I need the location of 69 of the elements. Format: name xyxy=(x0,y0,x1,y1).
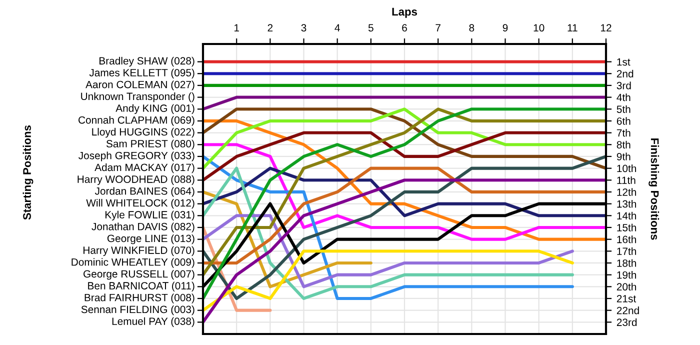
text: Jordan BAINES (064) xyxy=(94,187,194,197)
y-axis-title: Finishing Positions xyxy=(648,138,660,240)
y-tick-label: 3rd xyxy=(616,82,631,90)
x-tick-label: 10 xyxy=(534,24,544,32)
y-tick-label: 19th xyxy=(617,271,636,279)
x-tick-label: 3 xyxy=(301,24,306,32)
y-tick-label: 20th xyxy=(616,282,636,291)
x-tick-label: 11 xyxy=(568,24,578,32)
line-series xyxy=(203,250,574,312)
text: Joseph GREGORY (033) xyxy=(78,152,194,162)
x-tick-label: 7 xyxy=(436,24,440,32)
text: Sam PRIEST (080) xyxy=(106,140,194,150)
text: James KELLETT (095) xyxy=(89,68,194,78)
y-tick-label: 7th xyxy=(616,129,630,137)
text: Starting Positions xyxy=(22,125,34,220)
y-tick-label: 13th xyxy=(617,200,636,208)
text: Ben BARNICOAT (011) xyxy=(88,282,194,292)
line-series xyxy=(203,166,606,218)
text: Aaron COLEMAN (027) xyxy=(86,80,194,90)
text: Sennan FIELDING (003) xyxy=(81,305,194,316)
y-tick-label: 15th xyxy=(617,224,636,232)
y-tick-label: 16th xyxy=(617,236,636,244)
text: Adam MACKAY (017) xyxy=(94,163,194,174)
x-tick-label: 1 xyxy=(234,24,239,32)
text: Kyle FOWLIE (031) xyxy=(105,210,194,220)
y-tick-label: 23rd xyxy=(616,318,637,326)
text: George LINE (013) xyxy=(107,234,194,244)
y-tick-label: 6th xyxy=(616,117,630,125)
y-tick-label: 17th xyxy=(617,247,636,255)
text: Connah CLAPHAM (069) xyxy=(78,116,194,126)
text: Bradley SHAW (028) xyxy=(100,56,194,67)
line-series xyxy=(203,178,606,324)
text: Lloyd HUGGINS (022) xyxy=(92,128,194,138)
x-tick-label: 6 xyxy=(402,24,407,32)
text: Lemuel PAY (038) xyxy=(112,317,194,328)
y-tick-label: 21st xyxy=(616,294,636,302)
text: George RUSSELL (007) xyxy=(84,270,194,280)
text: Jonathan DAVIS (082) xyxy=(92,222,194,232)
y-tick-label: 11th xyxy=(617,176,636,184)
y-tick-label: 8th xyxy=(616,140,630,148)
text: Harry WINKFIELD (070) xyxy=(84,246,194,256)
line-series xyxy=(203,214,574,288)
text: Harry WOODHEAD (088) xyxy=(78,175,194,185)
x-axis-title: Laps xyxy=(392,8,418,18)
text: Brad FAIRHURST (008) xyxy=(84,294,194,304)
text: Andy KING (001) xyxy=(116,104,194,114)
y-tick-label: 10th xyxy=(617,164,636,172)
line-series xyxy=(203,143,606,241)
y-tick-label: 14th xyxy=(617,212,636,220)
y-tick-label: 22nd xyxy=(616,306,639,314)
line-series xyxy=(203,166,606,265)
line-series xyxy=(203,131,606,182)
x-tick-label: 4 xyxy=(334,24,340,32)
x-tick-label: 5 xyxy=(368,24,374,32)
y-tick-label: 4th xyxy=(616,93,630,102)
text: Dominic WHEATLEY (009) xyxy=(72,258,194,268)
y-tick-label: 5th xyxy=(616,105,630,113)
y-tick-label: 18th xyxy=(617,259,636,267)
y-tick-label: 12th xyxy=(617,188,636,196)
x-tick-label: 12 xyxy=(601,24,612,32)
x-tick-label: 2 xyxy=(268,24,273,32)
text: Unknown Transponder () xyxy=(81,92,194,102)
x-tick-label: 9 xyxy=(502,24,508,32)
x-tick-label: 8 xyxy=(469,24,474,32)
y-tick-label: 2nd xyxy=(616,70,634,78)
text: Will WHITELOCK (012) xyxy=(86,198,194,209)
line-series xyxy=(203,108,606,170)
y-tick-label: 9th xyxy=(616,152,630,160)
y-tick-label: 1st xyxy=(617,58,630,66)
